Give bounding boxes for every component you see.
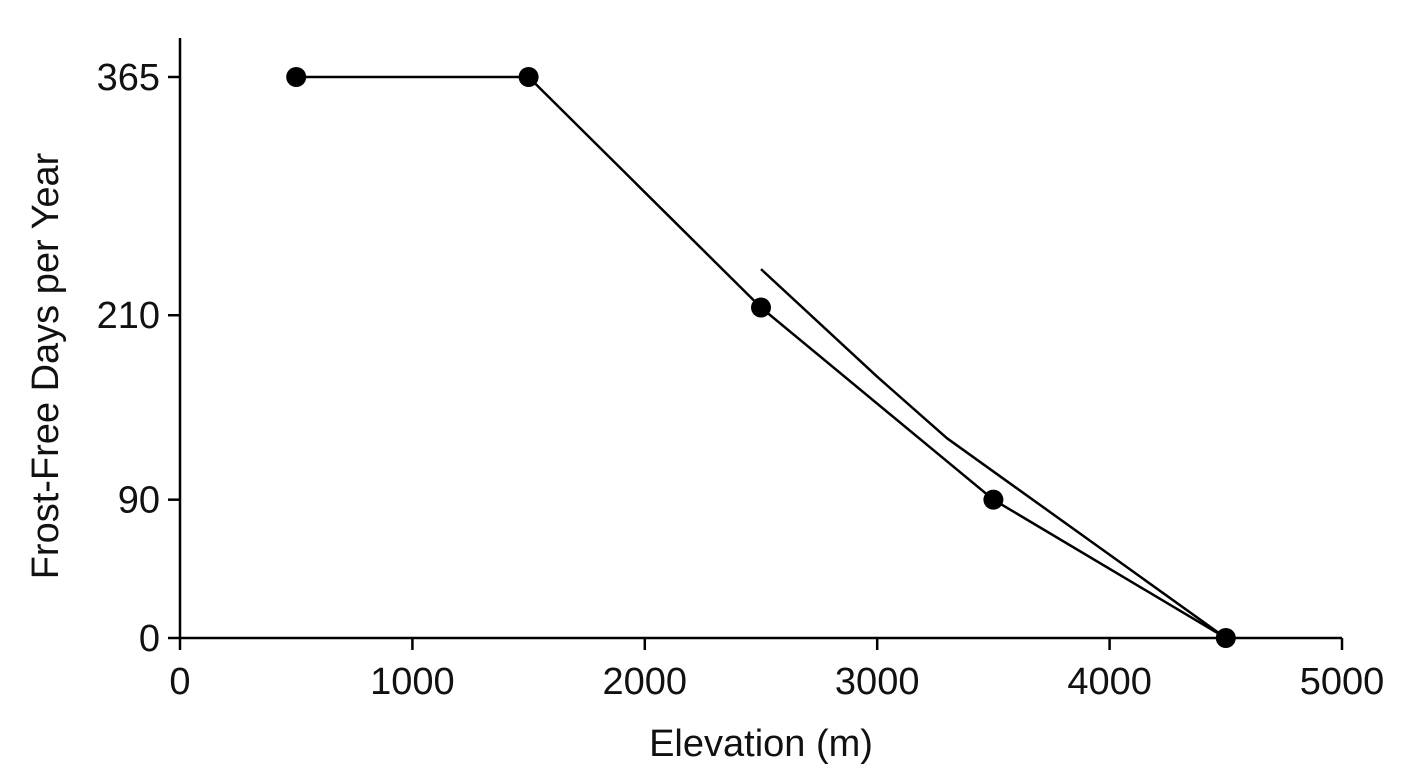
data-point — [751, 297, 771, 318]
y-tick-label: 0 — [139, 618, 160, 660]
data-point — [983, 489, 1004, 510]
x-tick-label: 3000 — [835, 661, 920, 703]
markers-layer — [286, 67, 1236, 648]
series-line-1 — [296, 75, 1227, 640]
x-tick-label: 0 — [169, 661, 190, 703]
y-tick-label: 90 — [118, 480, 160, 522]
series-layer — [296, 75, 1227, 640]
axes-layer — [178, 38, 1342, 640]
series-line-2 — [760, 268, 1227, 640]
y-tick-label: 365 — [97, 57, 160, 99]
x-axis-title: Elevation (m) — [649, 723, 873, 765]
y-axis-title: Frost-Free Days per Year — [25, 152, 67, 579]
data-point — [286, 67, 307, 87]
x-tick-label: 2000 — [603, 661, 688, 703]
data-point — [518, 67, 539, 87]
x-tick-label: 1000 — [370, 661, 455, 703]
x-tick-label: 5000 — [1300, 661, 1385, 703]
y-tick-label: 210 — [97, 295, 160, 337]
x-tick-label: 4000 — [1067, 661, 1152, 703]
ticks-layer: 0 1000 2000 3000 4000 5000 0 90 210 365 — [97, 57, 1385, 703]
data-point — [1215, 628, 1236, 648]
